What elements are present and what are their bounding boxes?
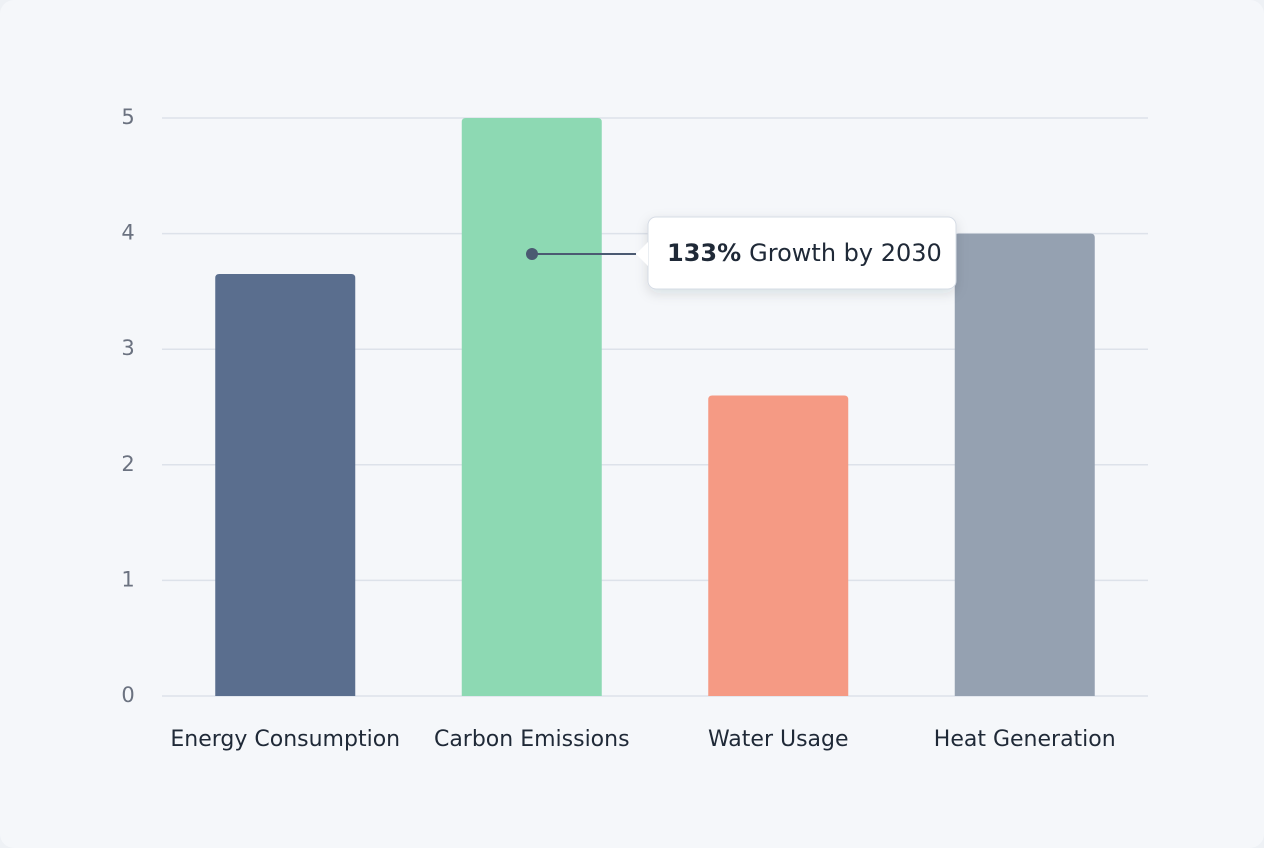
annotation-pointer [636, 242, 648, 266]
plot: 0 1 2 3 4 5 Energy Consumption Carbon Emissions… [121, 105, 1148, 752]
y-tick-label: 1 [121, 567, 134, 591]
annotation-body: Growth by 2030 [749, 239, 942, 267]
bar [708, 395, 849, 696]
x-tick-label: Water Usage [708, 727, 849, 752]
annotation-text: 133% Growth by 2030 [667, 239, 942, 267]
annotation: 133% Growth by 2030 [526, 216, 957, 290]
bar [954, 233, 1095, 696]
x-tick-label: Carbon Emissions [434, 727, 630, 752]
bar [215, 274, 356, 696]
annotation-dot [526, 248, 538, 260]
x-tick-label: Energy Consumption [170, 727, 400, 752]
y-tick-label: 5 [121, 105, 134, 129]
y-tick-label: 2 [121, 452, 134, 476]
y-tick-label: 0 [121, 683, 134, 707]
x-tick-label: Heat Generation [934, 727, 1116, 752]
annotation-emphasis: 133% [667, 239, 741, 267]
y-tick-label: 4 [121, 221, 134, 245]
bar [461, 118, 602, 696]
y-tick-label: 3 [121, 336, 134, 360]
